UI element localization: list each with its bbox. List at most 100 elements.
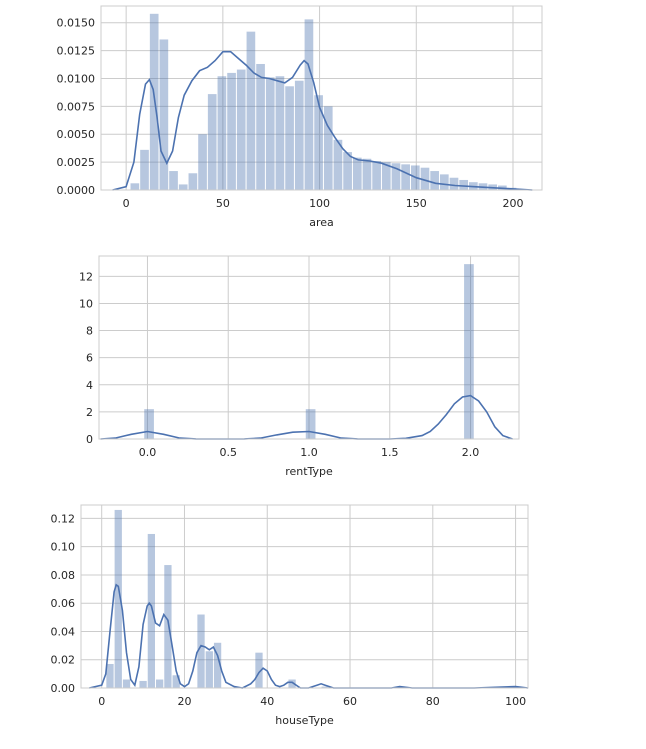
histogram-bar: [236, 69, 246, 190]
histogram-bar: [304, 19, 314, 190]
histogram-bar: [372, 161, 381, 190]
y-tick-label: 0.0125: [57, 45, 96, 58]
histogram-bar: [207, 94, 217, 190]
y-tick-label: 0.10: [51, 541, 76, 554]
histogram-bars: [106, 509, 329, 688]
histogram-bar: [275, 76, 285, 190]
histogram-bar: [391, 163, 401, 190]
histogram-bar: [352, 157, 362, 190]
histogram-bar: [205, 651, 213, 688]
y-tick-label: 0.0100: [57, 72, 96, 85]
y-tick-label: 0.12: [51, 512, 76, 525]
x-axis-label: rentType: [285, 465, 333, 478]
housetype-distribution-chart: 0 20 40 60 80 100 0.00 0.02 0.04 0.06 0.08 0.10 0.1…: [51, 504, 529, 727]
histogram-bar: [144, 409, 154, 439]
histogram-bar: [294, 80, 304, 190]
histogram-bar: [449, 177, 459, 190]
y-tick-label: 0.0050: [57, 128, 96, 141]
histogram-bar: [188, 173, 198, 190]
histogram-bar: [430, 171, 439, 190]
kde-line: [89, 583, 529, 689]
x-tick-labels: 0.0 0.5 1.0 1.5 2.0: [139, 446, 480, 459]
x-tick-label: 80: [426, 695, 440, 708]
x-tick-label: 40: [260, 695, 274, 708]
y-tick-label: 0.0000: [57, 184, 96, 197]
histogram-bar: [122, 679, 131, 688]
histogram-bar: [321, 686, 329, 688]
y-tick-label: 0: [86, 433, 93, 446]
histogram-bar: [227, 72, 236, 190]
histogram-bar: [288, 679, 296, 688]
x-tick-label: 1.5: [381, 446, 399, 459]
x-tick-label: 0.0: [139, 446, 157, 459]
histogram-bar: [381, 162, 391, 190]
histogram-bar: [401, 164, 410, 190]
y-tick-label: 0.00: [51, 682, 76, 695]
histogram-bar: [314, 95, 323, 190]
area-distribution-chart: 0 50 100 150 200 0.00000.00250.00500.00750.0…: [57, 5, 543, 229]
histogram-bar: [305, 409, 316, 439]
histogram-bar: [130, 183, 140, 190]
histogram-bar: [159, 39, 169, 190]
y-tick-label: 0.04: [51, 625, 76, 638]
x-tick-label: 150: [406, 197, 427, 210]
y-tick-label: 8: [86, 325, 93, 338]
histogram-bar: [333, 139, 343, 190]
y-tick-labels: 0.0000 0.0025 0.0050 0.0075 0.0100 0.0125 0.01…: [57, 17, 96, 197]
x-axis-label: area: [309, 216, 334, 229]
x-tick-label: 0.5: [219, 446, 237, 459]
plot-frame: [98, 255, 520, 440]
x-tick-label: 1.0: [300, 446, 318, 459]
x-tick-label: 200: [502, 197, 523, 210]
histogram-bar: [156, 679, 164, 688]
x-tick-label: 0: [98, 695, 105, 708]
gridlines: [99, 256, 519, 440]
renttype-distribution-chart: 0.0 0.5 1.0 1.5 2.0 0 2 4 6 8 10 12 rentType: [79, 255, 520, 478]
y-tick-labels: 0.00 0.02 0.04 0.06 0.08 0.10 0.12: [51, 512, 76, 695]
histogram-bar: [285, 86, 294, 190]
y-tick-labels: 0 2 4 6 8 10 12: [79, 270, 93, 446]
y-tick-label: 0.0150: [57, 17, 96, 30]
histogram-bar: [198, 134, 207, 190]
y-tick-label: 10: [79, 297, 93, 310]
plot-frame: [80, 504, 529, 689]
histogram-bars: [144, 264, 474, 439]
y-tick-label: 0.0075: [57, 100, 96, 113]
histogram-bar: [439, 174, 449, 190]
x-tick-label: 60: [343, 695, 357, 708]
histogram-bar: [464, 264, 474, 439]
histogram-bar: [246, 31, 256, 191]
histogram-bar: [178, 184, 188, 190]
x-tick-label: 20: [177, 695, 191, 708]
histogram-bar: [164, 565, 172, 688]
x-tick-label: 100: [309, 197, 330, 210]
y-tick-label: 12: [79, 270, 93, 283]
histogram-bar: [343, 152, 352, 190]
y-tick-label: 0.06: [51, 597, 76, 610]
gridlines: [81, 505, 528, 689]
y-tick-label: 2: [86, 406, 93, 419]
histogram-bar: [217, 76, 227, 190]
histogram-bar: [255, 652, 263, 688]
x-tick-label: 2.0: [462, 446, 480, 459]
y-tick-label: 0.02: [51, 654, 76, 667]
histogram-bar: [256, 63, 265, 190]
histogram-bar: [140, 149, 149, 190]
histogram-bar: [114, 509, 122, 688]
histogram-bar: [139, 680, 147, 688]
histogram-bar: [420, 167, 430, 190]
histogram-bar: [169, 171, 178, 190]
histogram-bars: [130, 13, 517, 191]
histogram-bar: [323, 106, 333, 190]
x-axis-label: houseType: [275, 714, 334, 727]
x-tick-label: 100: [505, 695, 526, 708]
y-tick-label: 0.08: [51, 569, 76, 582]
histogram-bar: [197, 614, 205, 688]
histogram-bar: [172, 675, 180, 688]
plot-frame: [100, 5, 543, 191]
histogram-bar: [213, 642, 222, 688]
histogram-bar: [106, 663, 114, 688]
histogram-bar: [147, 533, 155, 688]
y-tick-label: 0.0025: [57, 156, 96, 169]
